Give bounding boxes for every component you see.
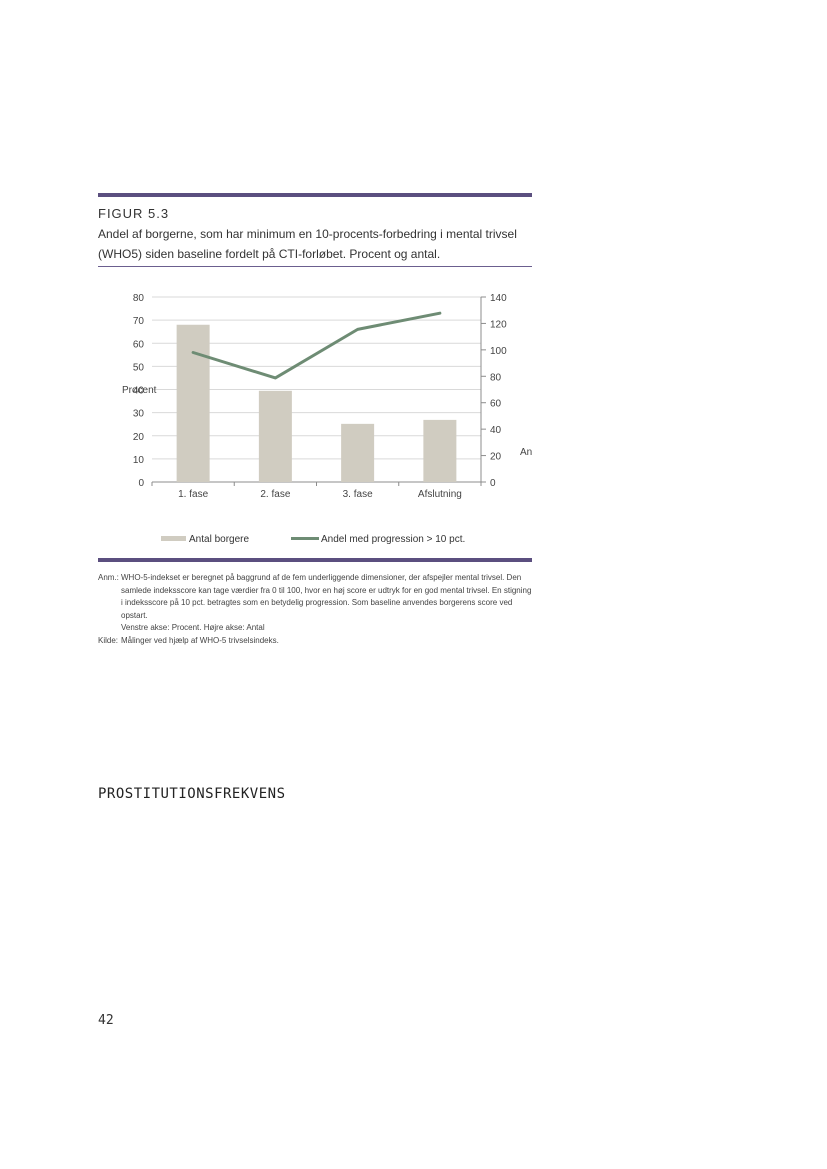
legend-label-line: Andel med progression > 10 pct. [321, 534, 465, 545]
y-tick-label-right: 20 [490, 452, 502, 463]
y-tick-label-left: 20 [133, 432, 145, 443]
bar-series [176, 324, 457, 482]
note-label: Kilde: [98, 635, 119, 645]
x-tick-label: 2. fase [260, 489, 290, 500]
x-tick-label: Afslutning [418, 489, 462, 500]
section-heading: PROSTITUTIONSFREKVENS [98, 786, 286, 802]
y-tick-label-left: 50 [133, 362, 145, 373]
y-tick-label-right: 40 [490, 425, 502, 436]
x-tick-label: 3. fase [343, 489, 373, 500]
note-label: Anm.: [98, 573, 119, 582]
bar [423, 419, 457, 482]
note-anm: Anm.: WHO-5-indekset er beregnet på bagg… [98, 572, 534, 622]
tick-labels: 0 10 20 30 40 50 60 70 80 0 20 40 60 80 100 120 140 1. fa… [133, 293, 507, 500]
legend-label-bars: Antal borgere [189, 534, 249, 545]
y-tick-label-left: 80 [133, 293, 145, 304]
y-tick-label-left: 40 [133, 386, 145, 397]
bar [341, 423, 375, 482]
y-tick-label-left: 0 [138, 478, 144, 489]
legend-swatch-bars [161, 536, 186, 541]
y-tick-label-left: 10 [133, 455, 145, 466]
x-tick-label: 1. fase [178, 489, 208, 500]
y-tick-label-right: 0 [490, 478, 496, 489]
figure-label: FIGUR 5.3 [98, 206, 170, 221]
figure-top-rule [98, 193, 532, 197]
note-axes: Venstre akse: Procent. Højre akse: Antal [98, 622, 534, 635]
bar [176, 324, 210, 482]
chart: 0 10 20 30 40 50 60 70 80 0 20 40 60 80 100 120 140 1. fa… [122, 293, 532, 545]
y-tick-label-left: 70 [133, 316, 145, 327]
y-tick-label-right: 60 [490, 399, 502, 410]
y-tick-label-right: 120 [490, 319, 507, 330]
y-tick-label-right: 140 [490, 293, 507, 304]
legend: Antal borgere Andel med progression > 10… [161, 534, 465, 545]
line-series [191, 311, 442, 380]
figure-caption: Andel af borgerne, som har minimum en 10… [98, 227, 517, 261]
note-text: Målinger ved hjælp af WHO-5 trivselsinde… [121, 635, 279, 645]
y-axis-label-left: Procent [122, 385, 157, 396]
y-tick-label-right: 80 [490, 372, 502, 383]
note-label [98, 622, 121, 635]
page-number: 42 [98, 1013, 114, 1028]
note-text: Venstre akse: Procent. Højre akse: Antal [121, 623, 265, 632]
y-tick-label-left: 30 [133, 409, 145, 420]
note-kilde: Kilde: Målinger ved hjælp af WHO-5 trivs… [98, 635, 534, 648]
y-axis-label-right: An [520, 447, 532, 458]
note-text: WHO-5-indekset er beregnet på baggrund a… [121, 573, 532, 620]
figure-notes: Anm.: WHO-5-indekset er beregnet på bagg… [98, 572, 534, 647]
y-tick-label-left: 60 [133, 339, 145, 350]
series-line [191, 311, 442, 380]
caption-rule [98, 266, 532, 267]
y-tick-label-right: 100 [490, 346, 507, 357]
figure-bottom-rule [98, 558, 532, 562]
bar [258, 390, 292, 482]
